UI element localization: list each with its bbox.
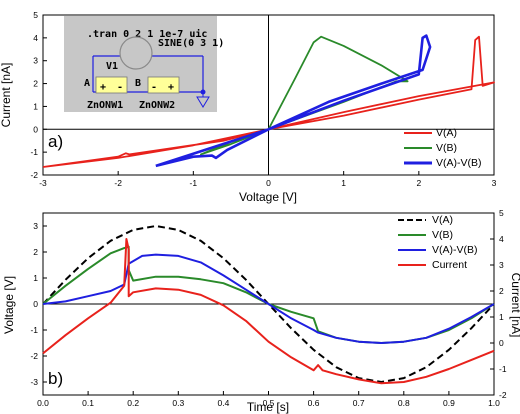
znonw2-minus-pin: - — [151, 82, 157, 93]
series-b-vb-line — [42, 245, 495, 344]
panel-a-ytick-label: -1 — [30, 147, 38, 157]
circuit-tran-command: .tran 0 2 1 1e-7 uic — [87, 28, 207, 40]
panel-b-xtick-label: 0.4 — [217, 398, 229, 408]
panel-b-ytick-label: -3 — [30, 377, 38, 387]
znonw2-plus-pin: + — [168, 82, 174, 93]
panel-a-xtick-label: 1 — [341, 178, 346, 188]
panel-b-xtick-label: 1.0 — [488, 398, 500, 408]
source-name-label: V1 — [106, 61, 118, 72]
panel-b-xtick-label: 0.7 — [353, 398, 365, 408]
panel-b-xtick-label: 0.6 — [308, 398, 320, 408]
panel-b-ytick-right-label: -2 — [499, 390, 507, 400]
panel-b-ylabel-right: Current [nA] — [509, 273, 520, 338]
panel-a-xtick-label: -1 — [190, 178, 198, 188]
panel-b-xlabel: Time [s] — [247, 400, 289, 414]
panel-a-xtick-label: 2 — [416, 178, 421, 188]
panel-b-series — [42, 225, 495, 385]
panel-b-ytick-label: 0 — [33, 299, 38, 309]
panel-a-xtick-label: -3 — [39, 178, 47, 188]
panel-b-ytick-label: -1 — [30, 325, 38, 335]
panel-a-ytick-label: 3 — [33, 56, 38, 66]
panel-a-xtick-label: -2 — [114, 178, 122, 188]
node-a-label: A — [84, 78, 90, 89]
panel-b-xtick-label: 0.3 — [172, 398, 184, 408]
panel-a-ytick-label: -2 — [30, 170, 38, 180]
series-b-current-line — [42, 238, 495, 385]
panel-b-ytick-right-label: -1 — [499, 364, 507, 374]
panel-a-series — [42, 34, 495, 168]
legend-a-vb-label: V(B) — [436, 142, 457, 154]
panel-a-ytick-label: 1 — [33, 101, 38, 111]
device2-label: ZnONW2 — [139, 100, 175, 111]
panel-b-xtick-label: 0.8 — [398, 398, 410, 408]
legend-a-vab-label: V(A)-V(B) — [436, 157, 482, 169]
panel-b-ytick-right-label: 4 — [499, 234, 504, 244]
sine-source-symbol — [119, 36, 153, 70]
panel-a-xtick-label: 0 — [266, 178, 271, 188]
source-value-label: SINE(0 3 1) — [158, 38, 224, 49]
panel-b-xtick-label: 0.0 — [37, 398, 49, 408]
panel-b-xtick-label: 0.5 — [263, 398, 275, 408]
legend-a-va-label: V(A) — [436, 127, 457, 139]
panel-b-ticks: 0.0 0.1 0.2 0.3 0.4 0.5 0.6 0.7 0.8 0.9 1.0 -3 -2 -1 0… — [30, 208, 506, 408]
device1-label: ZnONW1 — [87, 100, 123, 111]
circuit-inset: .tran 0 2 1 1e-7 uic SINE(0 3 1) V1 A B … — [64, 16, 224, 112]
panel-a-legend: V(A) V(B) V(A)-V(B) — [404, 127, 482, 169]
panel-b-ytick-label: 3 — [33, 221, 38, 231]
panel-b-ytick-label: -2 — [30, 351, 38, 361]
znonw1-minus-pin: - — [117, 82, 123, 93]
panel-a-ytick-label: 5 — [33, 10, 38, 20]
legend-b-current-label: Current — [432, 259, 467, 271]
panel-a-xlabel: Voltage [V] — [239, 190, 297, 204]
panel-a-ytick-label: 2 — [33, 79, 38, 89]
legend-b-va-label: V(A) — [432, 214, 453, 226]
panel-b-xtick-label: 0.2 — [127, 398, 139, 408]
panel-b-ytick-right-label: 2 — [499, 286, 504, 296]
panel-b-ytick-right-label: 5 — [499, 208, 504, 218]
circuit-inset-background — [64, 16, 217, 112]
panel-b-ytick-label: 2 — [33, 247, 38, 257]
znonw2-body — [147, 76, 180, 94]
panel-b-ytick-label: 1 — [33, 273, 38, 283]
series-b-vab-line — [42, 253, 495, 344]
panel-b-ylabel: Voltage [V] — [2, 276, 16, 334]
panel-b-ytick-right-label: 0 — [499, 338, 504, 348]
panel-a-ytick-label: 4 — [33, 33, 38, 43]
panel-b-legend: V(A) V(B) V(A)-V(B) Current — [398, 214, 478, 271]
panel-b: 0.0 0.1 0.2 0.3 0.4 0.5 0.6 0.7 0.8 0.9 1.0 -3 -2 -1 0… — [2, 208, 520, 414]
panel-a-ytick-label: 0 — [33, 124, 38, 134]
node-b-label: B — [135, 78, 141, 89]
panel-a-letter: a) — [48, 132, 63, 151]
panel-b-letter: b) — [48, 369, 63, 388]
panel-b-xtick-label: 0.1 — [82, 398, 94, 408]
legend-b-vb-label: V(B) — [432, 229, 453, 241]
znonw1-body — [95, 76, 128, 94]
panel-b-ytick-right-label: 1 — [499, 312, 504, 322]
panel-a-ylabel: Current [nA] — [0, 63, 13, 128]
znonw1-plus-pin: + — [100, 82, 106, 93]
series-a-vab-line — [155, 34, 432, 168]
legend-b-vab-label: V(A)-V(B) — [432, 244, 478, 256]
panel-b-ytick-right-label: 3 — [499, 260, 504, 270]
panel-b-xtick-label: 0.9 — [443, 398, 455, 408]
panel-a-xtick-label: 3 — [492, 178, 497, 188]
